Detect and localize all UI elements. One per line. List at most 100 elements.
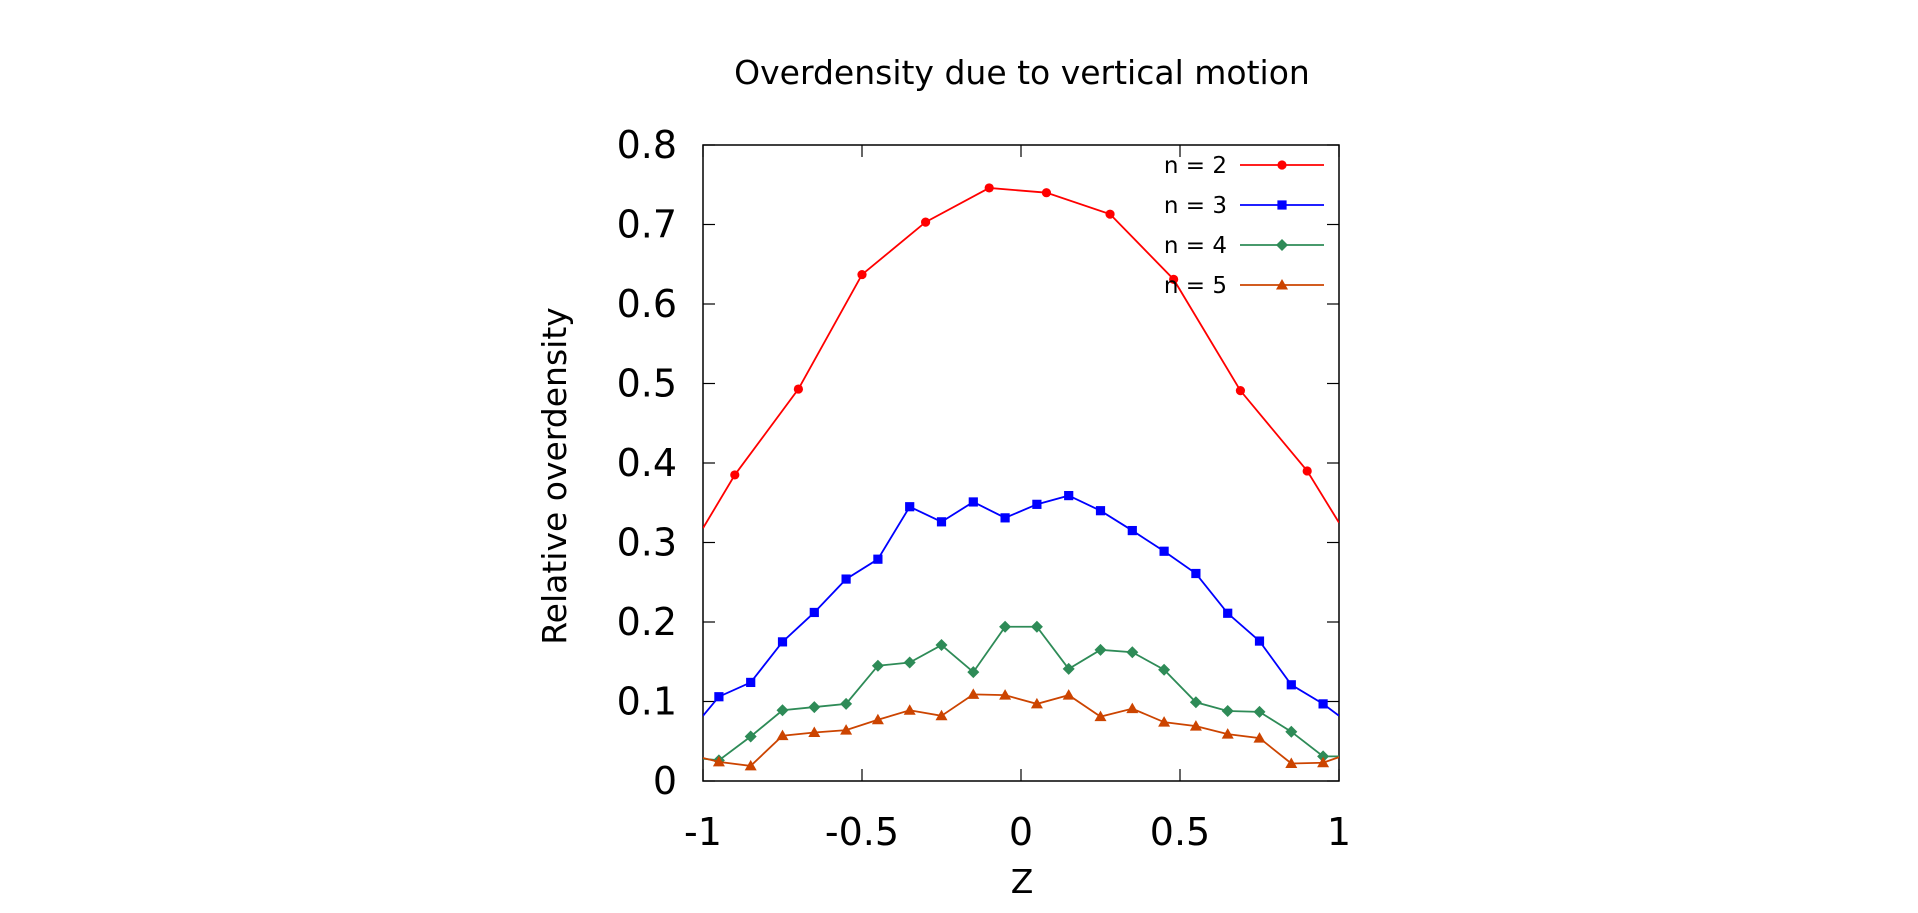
data-point-marker [1095, 506, 1106, 516]
x-tick-label: 0 [1009, 810, 1033, 854]
data-point-marker [841, 574, 851, 584]
x-tick-label: 1 [1327, 810, 1351, 854]
legend-label: n = 2 [1164, 153, 1227, 179]
data-point-marker [1126, 646, 1139, 659]
y-tick-label: 0.1 [617, 680, 677, 724]
data-point-marker [1094, 710, 1107, 722]
data-point-marker [1158, 663, 1171, 676]
data-point-marker [1318, 699, 1328, 709]
legend: n = 2 n = 3 n = 4 n = 5 [1164, 153, 1324, 299]
x-tick-label: 0.5 [1150, 810, 1210, 854]
data-point-marker [857, 269, 867, 280]
data-point-marker [793, 384, 804, 394]
data-point-marker [1302, 466, 1312, 476]
series-line [703, 494, 1339, 717]
series-line [703, 187, 1339, 529]
data-point-marker [1254, 636, 1265, 646]
series-5 [703, 688, 1339, 771]
data-point-marker [935, 709, 948, 721]
series-line [703, 693, 1339, 767]
data-point-marker [905, 502, 915, 512]
y-tick-label: 0.8 [617, 123, 677, 167]
series-4 [703, 620, 1339, 767]
data-point-marker [744, 730, 757, 743]
data-point-marker [714, 692, 724, 702]
data-point-marker [776, 729, 789, 741]
data-point-marker [1062, 662, 1075, 675]
data-point-marker [840, 697, 853, 710]
data-point-marker [968, 497, 978, 507]
data-point-marker [808, 701, 821, 714]
data-point-marker [1062, 689, 1075, 700]
data-point-marker [1221, 728, 1234, 739]
data-point-marker [871, 659, 884, 672]
data-point-marker [1189, 720, 1202, 731]
data-point-marker [777, 637, 788, 647]
data-point-marker [1223, 608, 1233, 618]
data-point-marker [776, 704, 789, 717]
y-tick-label: 0 [653, 759, 677, 803]
x-axis-label: Z [1011, 862, 1034, 901]
data-point-marker [921, 217, 931, 227]
data-point-marker [999, 689, 1012, 700]
y-tick-label: 0.2 [617, 600, 677, 644]
data-point-marker [1105, 209, 1115, 219]
data-point-marker [967, 688, 980, 699]
data-point-marker [871, 713, 884, 725]
series-2 [703, 183, 1339, 529]
legend-marker [1277, 160, 1287, 170]
y-tick-label: 0.7 [617, 203, 677, 247]
data-point-marker [746, 677, 756, 688]
legend-marker [1276, 239, 1288, 251]
x-tick-label: -0.5 [825, 810, 899, 854]
data-point-marker [1094, 643, 1107, 656]
data-point-marker [1253, 705, 1266, 718]
data-point-marker [1158, 716, 1171, 727]
legend-label: n = 4 [1164, 233, 1227, 259]
data-point-marker [1169, 274, 1179, 284]
y-axis-label: Relative overdensity [535, 307, 574, 645]
legend-marker [1276, 279, 1288, 290]
data-point-marker [1064, 490, 1074, 501]
data-point-marker [1285, 725, 1298, 738]
legend-marker [1277, 200, 1287, 210]
data-point-marker [1317, 750, 1330, 763]
data-point-marker [1000, 513, 1010, 523]
legend-label: n = 3 [1164, 193, 1227, 219]
data-point-marker [873, 554, 883, 564]
data-point-marker [808, 726, 821, 738]
data-point-marker [840, 724, 853, 735]
data-point-marker [744, 759, 757, 771]
data-point-marker [730, 470, 740, 480]
data-point-marker [809, 607, 819, 618]
y-tick-label: 0.5 [617, 362, 677, 406]
data-point-marker [1159, 546, 1169, 556]
data-point-marker [1235, 386, 1246, 396]
y-tick-label: 0.3 [617, 521, 677, 565]
y-tick-label: 0.4 [617, 441, 677, 485]
data-point-marker [1189, 696, 1202, 709]
plot-area: 0 0.1 0.2 0.3 0.4 0.5 0.6 0.7 0.8 -1 -0.5 0 0.5 1 n = … [617, 123, 1352, 854]
data-point-marker [1317, 756, 1330, 768]
data-point-marker [1041, 188, 1052, 198]
data-point-marker [936, 517, 947, 527]
data-point-marker [967, 666, 980, 679]
x-tick-label: -1 [684, 810, 722, 854]
series-line [703, 625, 1339, 762]
data-point-marker [1030, 697, 1043, 709]
data-point-marker [1286, 680, 1296, 690]
data-point-marker [984, 183, 994, 193]
chart-title: Overdensity due to vertical motion [734, 53, 1310, 92]
data-point-marker [1127, 525, 1137, 536]
legend-label: n = 5 [1164, 273, 1227, 299]
data-point-marker [1030, 620, 1043, 633]
data-point-marker [999, 620, 1012, 633]
data-point-marker [1253, 732, 1266, 743]
data-point-marker [903, 704, 916, 715]
series-3 [703, 490, 1339, 717]
data-point-marker [935, 639, 948, 652]
data-point-marker [1285, 757, 1298, 769]
